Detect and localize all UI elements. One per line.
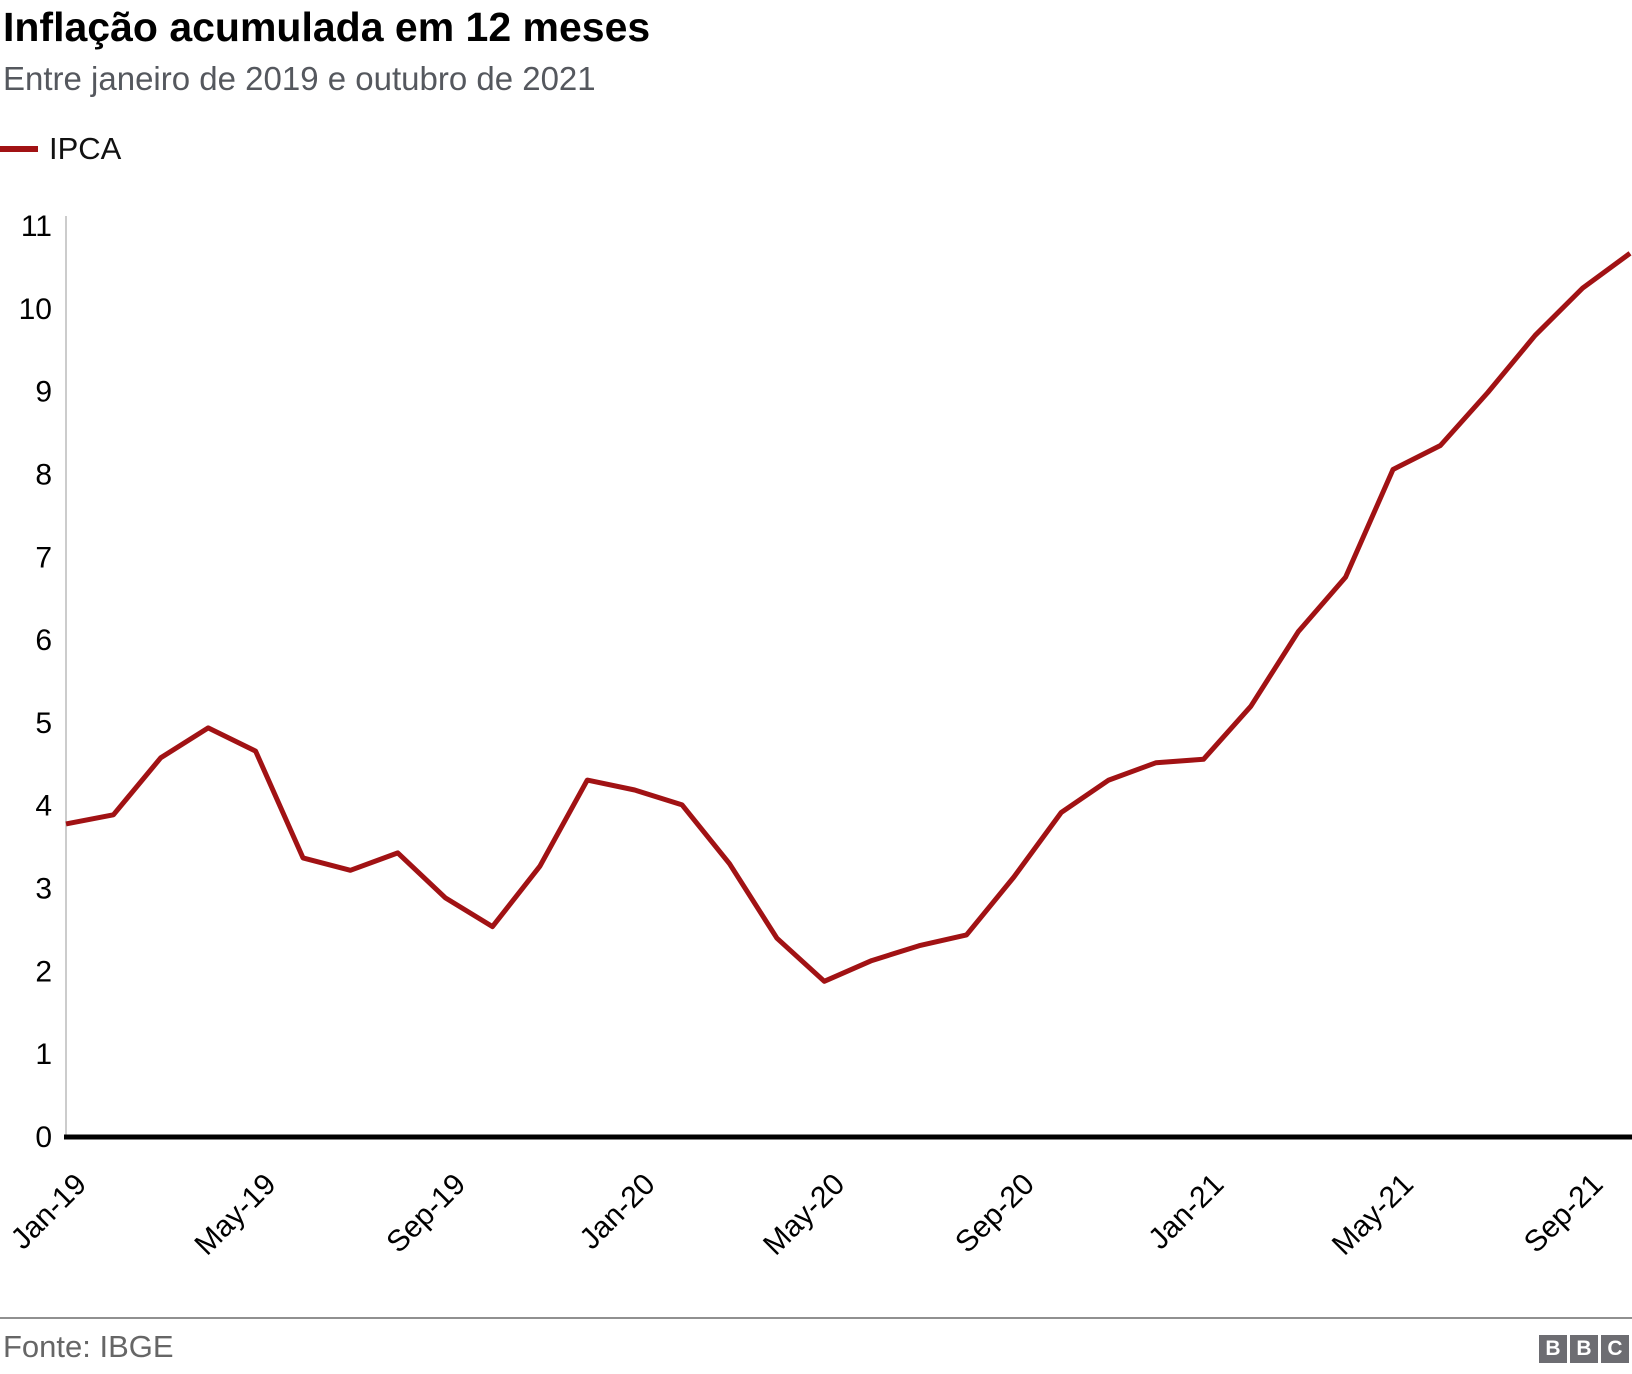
y-tick-label: 11 — [21, 210, 52, 243]
y-tick-label: 3 — [35, 873, 52, 906]
y-tick-label: 6 — [35, 624, 52, 657]
y-tick-label: 7 — [35, 541, 52, 574]
x-tick-label: Sep-19 — [380, 1168, 472, 1260]
bbc-logo-letter-1: B — [1539, 1335, 1567, 1363]
x-tick-label: May-21 — [1326, 1168, 1420, 1262]
x-tick-label: Jan-20 — [573, 1168, 661, 1256]
x-tick-label: May-20 — [757, 1168, 851, 1262]
chart-subtitle: Entre janeiro de 2019 e outubro de 2021 — [3, 60, 596, 97]
footer-divider — [0, 1317, 1632, 1319]
y-tick-label: 8 — [35, 458, 52, 491]
y-tick-label: 5 — [35, 707, 52, 740]
bbc-logo-letter-2: B — [1570, 1335, 1598, 1363]
y-tick-label: 9 — [35, 376, 52, 409]
x-tick-label: Sep-20 — [949, 1168, 1041, 1260]
legend: IPCA — [0, 131, 121, 167]
y-tick-label: 2 — [35, 955, 52, 988]
page-title: Inflação acumulada em 12 meses — [3, 4, 651, 50]
source-note: Fonte: IBGE — [3, 1329, 174, 1364]
legend-line-swatch — [0, 146, 38, 152]
x-tick-label: Jan-21 — [1142, 1168, 1230, 1256]
x-tick-label: May-19 — [188, 1168, 282, 1262]
bbc-logo: B B C — [1539, 1335, 1629, 1363]
bbc-logo-letter-3: C — [1601, 1335, 1629, 1363]
legend-label: IPCA — [49, 131, 122, 166]
ipca-line — [65, 251, 1632, 984]
y-tick-label: 10 — [19, 293, 52, 326]
y-tick-label: 4 — [35, 790, 52, 823]
y-tick-label: 0 — [35, 1121, 52, 1154]
y-tick-label: 1 — [35, 1038, 52, 1071]
x-tick-label: Jan-19 — [5, 1168, 93, 1256]
x-tick-label: Sep-21 — [1518, 1168, 1610, 1260]
